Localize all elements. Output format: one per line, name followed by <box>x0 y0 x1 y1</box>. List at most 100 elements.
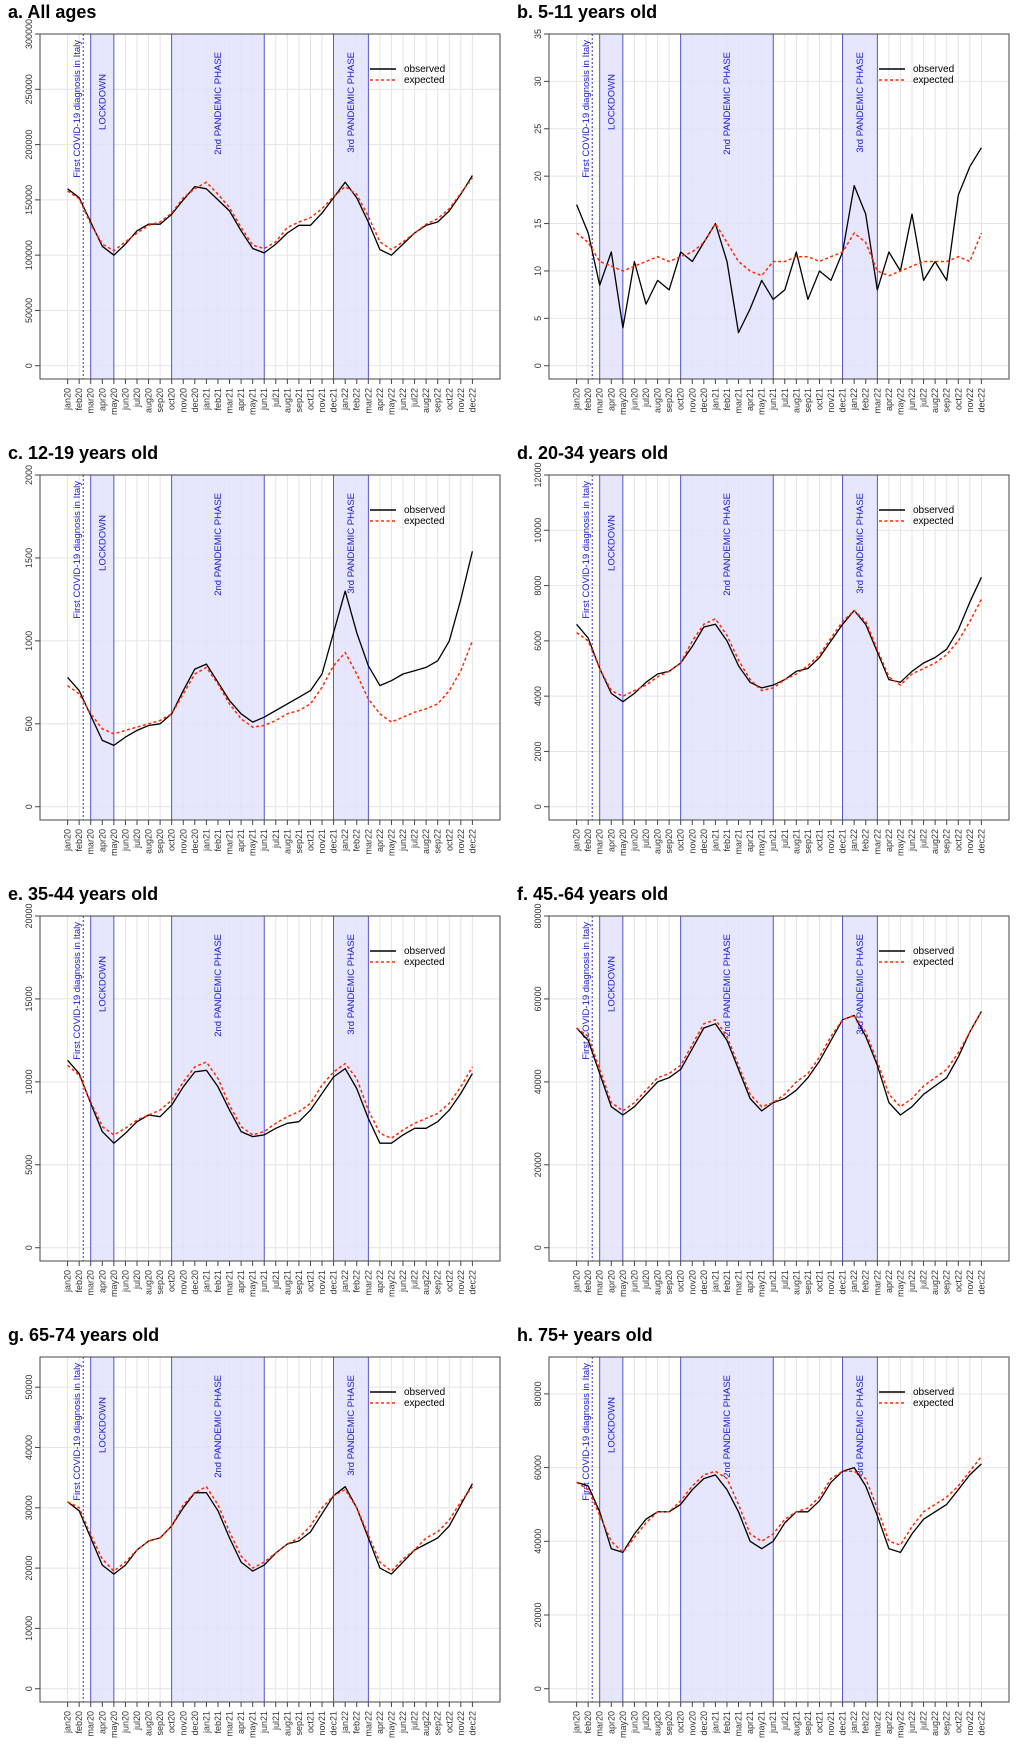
x-tick-label: may20 <box>618 829 628 856</box>
y-tick-label: 40000 <box>533 1529 543 1554</box>
x-tick-label: jan20 <box>63 388 73 411</box>
x-tick-label: feb22 <box>352 1711 362 1734</box>
x-tick-label: apr20 <box>606 1270 616 1293</box>
x-tick-label: may20 <box>109 1711 119 1738</box>
x-tick-label: nov22 <box>965 1270 975 1295</box>
chart-svg: First COVID-19 diagnosis in Italy LOCKDOW… <box>24 465 501 856</box>
plot-frame <box>548 474 1010 821</box>
legend-label-expected: expected <box>913 1398 954 1409</box>
x-tick-label: mar21 <box>225 1270 235 1296</box>
x-tick-label: jan22 <box>849 388 859 411</box>
x-tick-label: nov21 <box>317 829 327 854</box>
diagnosis-label: First COVID-19 diagnosis in Italy <box>581 1363 592 1501</box>
x-tick-label: oct21 <box>814 1270 824 1292</box>
x-tick-label: aug20 <box>144 388 154 413</box>
x-tick-label: sep20 <box>664 388 674 413</box>
x-tick-label: aug20 <box>144 1270 154 1295</box>
series-line-observed <box>67 1483 473 1575</box>
x-tick-label: sep20 <box>664 829 674 854</box>
x-tick-label: jun22 <box>398 829 408 852</box>
x-tick-label: jul21 <box>271 1711 281 1731</box>
x-tick-label: jun20 <box>120 388 130 411</box>
x-tick-label: oct20 <box>167 388 177 410</box>
y-tick-label: 2000 <box>24 465 34 485</box>
y-tick-label: 150000 <box>24 185 34 215</box>
y-tick-label: 30000 <box>24 1495 34 1520</box>
x-tick-label: apr21 <box>236 388 246 411</box>
x-tick-label: mar21 <box>225 1711 235 1737</box>
x-tick-label: may21 <box>757 388 767 415</box>
phase-label: LOCKDOWN <box>606 1397 617 1453</box>
y-tick-label: 30 <box>533 76 543 86</box>
x-tick-label: jun22 <box>907 1711 917 1734</box>
x-tick-label: sep21 <box>803 829 813 854</box>
panel-title: f. 45.-64 years old <box>517 884 669 904</box>
diagnosis-label: First COVID-19 diagnosis in Italy <box>72 1363 83 1501</box>
plot-area <box>40 475 500 820</box>
x-tick-label: jun20 <box>120 1270 130 1293</box>
x-tick-label: apr21 <box>236 1270 246 1293</box>
x-tick-label: nov20 <box>687 388 697 413</box>
x-tick-label: sep22 <box>942 388 952 413</box>
phase-label: 2nd PANDEMIC PHASE <box>722 934 733 1037</box>
x-tick-label: jul21 <box>271 388 281 408</box>
x-tick-label: jun22 <box>398 388 408 411</box>
x-tick-label: jul22 <box>919 388 929 408</box>
phase-band <box>680 33 774 380</box>
x-tick-label: feb20 <box>74 388 84 411</box>
x-tick-label: sep22 <box>433 388 443 413</box>
phase-label: 2nd PANDEMIC PHASE <box>722 52 733 155</box>
y-tick-label: 1000 <box>24 631 34 651</box>
x-tick-label: aug22 <box>421 1711 431 1736</box>
x-tick-label: jan21 <box>710 829 720 852</box>
x-tick-label: jan22 <box>340 829 350 852</box>
x-tick-label: jul22 <box>410 829 420 849</box>
x-tick-label: jul22 <box>919 829 929 849</box>
x-tick-label: oct20 <box>167 829 177 851</box>
x-tick-label: may21 <box>248 388 258 415</box>
chart-panel-d: d. 20-34 years old First COVID-19 diagno… <box>509 441 1017 882</box>
x-tick-label: jan22 <box>849 829 859 852</box>
x-tick-label: nov20 <box>178 1711 188 1736</box>
x-tick-label: jun21 <box>259 1270 269 1293</box>
x-tick-label: jan21 <box>710 388 720 411</box>
x-tick-label: jan21 <box>710 1270 720 1293</box>
x-tick-label: feb20 <box>74 829 84 852</box>
phase-band <box>842 33 878 380</box>
x-tick-label: mar22 <box>363 388 373 414</box>
x-tick-label: jan20 <box>572 1711 582 1734</box>
chart-panel-h: h. 75+ years old First COVID-19 diagnosi… <box>509 1323 1017 1764</box>
series-line-expected <box>67 177 473 252</box>
x-tick-label: jan22 <box>340 388 350 411</box>
x-tick-label: jan20 <box>572 829 582 852</box>
legend-label-expected: expected <box>913 957 954 968</box>
series-line-observed <box>576 1463 982 1554</box>
x-tick-label: may21 <box>248 1270 258 1297</box>
x-tick-label: apr21 <box>745 1711 755 1734</box>
chart-panel-g: g. 65-74 years old First COVID-19 diagno… <box>0 1323 508 1764</box>
y-tick-label: 80000 <box>533 903 543 928</box>
chart-svg: First COVID-19 diagnosis in Italy LOCKDOW… <box>533 29 1010 415</box>
series-line-observed <box>576 1011 982 1116</box>
x-tick-label: mar22 <box>363 829 373 855</box>
x-tick-label: nov20 <box>178 1270 188 1295</box>
x-tick-label: oct21 <box>814 829 824 851</box>
x-tick-label: nov21 <box>826 388 836 413</box>
x-tick-label: may22 <box>386 829 396 856</box>
x-tick-label: apr20 <box>606 829 616 852</box>
plot-frame <box>548 915 1010 1262</box>
x-tick-label: aug20 <box>653 1270 663 1295</box>
x-tick-label: dec20 <box>190 829 200 854</box>
legend-label-observed: observed <box>404 946 445 957</box>
x-tick-label: oct22 <box>444 388 454 410</box>
x-tick-label: oct21 <box>305 388 315 410</box>
x-tick-label: sep22 <box>942 1711 952 1736</box>
series-line-expected <box>67 1061 474 1140</box>
plot-area <box>549 475 1009 820</box>
x-tick-label: aug22 <box>930 1270 940 1295</box>
plot-area <box>40 34 500 379</box>
y-tick-label: 0 <box>24 1245 34 1250</box>
chart-svg: First COVID-19 diagnosis in Italy LOCKDOW… <box>533 462 1010 856</box>
y-tick-label: 300000 <box>24 19 34 49</box>
y-tick-label: 40000 <box>24 1435 34 1460</box>
